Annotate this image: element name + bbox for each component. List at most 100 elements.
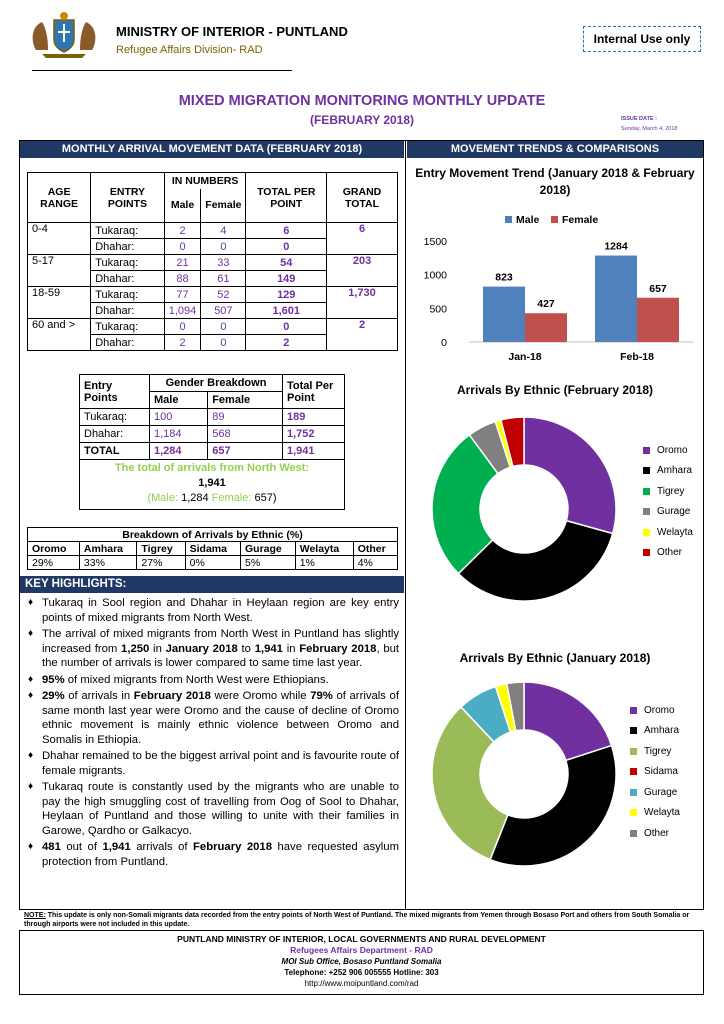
legend-label: Gurage — [657, 506, 691, 518]
key-highlights-list: Tukaraq in Sool region and Dhahar in Hey… — [28, 596, 399, 871]
legend-item: Other — [643, 543, 693, 564]
ethnic-header: Amhara — [78, 541, 138, 556]
total-cell: 189 — [282, 408, 345, 426]
male-cell: 1,184 — [148, 425, 209, 443]
ethnic-jan-legend: Oromo Amhara Tigrey Sidama Gurage Welayta Othe… — [630, 700, 680, 844]
male-cell: 77 — [163, 286, 202, 303]
list-item: The arrival of mixed migrants from North… — [28, 627, 399, 671]
entry-point-cell: Dhahar: — [79, 425, 150, 443]
internal-use-badge: Internal Use only — [583, 26, 701, 52]
header-rule — [32, 70, 292, 71]
legend-label: Welayta — [644, 807, 680, 819]
north-west-total-box: The total of arrivals from North West: 1… — [79, 460, 345, 510]
page-title: MIXED MIGRATION MONITORING MONTHLY UPDAT… — [178, 93, 546, 109]
male-value: 1,284 — [181, 492, 209, 504]
bar — [595, 255, 637, 342]
legend-label: Amhara — [644, 725, 680, 737]
total-cell: 149 — [245, 270, 328, 287]
right-section-heading: MOVEMENT TRENDS & COMPARISONS — [407, 141, 703, 158]
donut-slice — [499, 416, 525, 468]
legend-item: Gurage — [630, 782, 680, 803]
list-item: Dhahar remained to be the biggest arriva… — [28, 749, 399, 778]
legend-swatch — [505, 216, 512, 223]
male-cell: 0 — [163, 238, 202, 255]
key-highlights-heading: KEY HIGHLIGHTS: — [20, 576, 404, 593]
donut-slice — [489, 744, 617, 867]
total-cell: 1,752 — [282, 425, 345, 443]
ethnic-breakdown-table: Breakdown of Arrivals by Ethnic (%) Orom… — [27, 527, 399, 570]
male-cell: 2 — [163, 222, 202, 239]
grand-total-cell: 1,730 — [326, 286, 398, 319]
legend-item: Amhara — [630, 721, 680, 742]
legend-label: Tigrey — [644, 745, 672, 757]
female-cell: 568 — [207, 425, 283, 443]
legend-swatch — [643, 508, 650, 516]
legend-swatch — [643, 446, 650, 454]
entry-point-cell: Tukaraq: — [79, 408, 150, 426]
table-row: Oromo Amhara Tigrey Sidama Gurage Welayt… — [27, 541, 399, 556]
ethnic-value: 4% — [352, 555, 399, 570]
total-cell: 129 — [245, 286, 328, 303]
female-cell: 4 — [200, 222, 247, 239]
ethnic-value: 27% — [136, 555, 186, 570]
total-cell: 1,601 — [245, 302, 328, 319]
puntland-coat-of-arms-logo — [32, 12, 96, 58]
grand-total-cell: 203 — [326, 254, 398, 287]
footer-telephone: Telephone: +252 906 005555 Hotline: 303 — [284, 968, 439, 977]
ethnic-feb-chart-title: Arrivals By Ethnic (February 2018) — [456, 383, 654, 397]
ethnic-header: Sidama — [184, 541, 242, 556]
legend-swatch — [630, 706, 637, 714]
male-cell: 100 — [148, 408, 209, 426]
legend-item: Gurage — [643, 502, 693, 523]
legend-swatch — [643, 467, 650, 475]
entry-trend-bar-chart: Male Female 0 500 1000 1500 823 427 Jan-18 1284 65… — [424, 214, 693, 363]
donut-slice — [457, 519, 614, 602]
entry-point-cell: Dhahar: — [90, 238, 165, 255]
footer-office: MOI Sub Office, Bosaso Puntland Somalia — [281, 957, 442, 966]
issue-date-label: ISSUE DATE : — [621, 116, 657, 122]
male-cell: 21 — [163, 254, 202, 271]
ethnic-jan-chart-title: Arrivals By Ethnic (January 2018) — [459, 651, 651, 665]
col-header-male: Male — [163, 188, 202, 223]
ethnic-header: Welayta — [294, 541, 354, 556]
grand-total-cell: 2 — [326, 318, 398, 351]
female-cell: 0 — [200, 318, 247, 335]
age-cell: 60 and > — [26, 318, 92, 351]
legend-label: Other — [644, 827, 670, 839]
legend-item: Welayta — [643, 522, 693, 543]
male-cell: 2 — [163, 334, 202, 351]
x-tick-label: Jan-18 — [508, 351, 541, 363]
table-row: Dhahar: 88 61 149 — [28, 270, 398, 287]
data-label: 823 — [495, 272, 513, 284]
legend-label: Gurage — [644, 786, 678, 798]
col-header-grand: GRAND TOTAL — [326, 172, 398, 223]
legend-label: Oromo — [657, 444, 688, 456]
legend-swatch — [630, 768, 637, 776]
list-item: 481 out of 1,941 arrivals of February 20… — [28, 840, 399, 869]
col-header-total: Total Per Point — [282, 374, 345, 409]
legend-label: Other — [657, 547, 683, 559]
total-cell: 54 — [245, 254, 328, 271]
y-tick-label: 1000 — [424, 270, 448, 282]
legend-label: Tigrey — [657, 485, 685, 497]
total-cell: 0 — [245, 318, 328, 335]
total-cell: 6 — [245, 222, 328, 239]
ministry-name: MINISTRY OF INTERIOR - PUNTLAND — [116, 24, 348, 39]
legend-label: Female — [562, 214, 598, 226]
bar — [483, 286, 525, 342]
female-cell: 657 — [207, 442, 283, 460]
footer: PUNTLAND MINISTRY OF INTERIOR, LOCAL GOV… — [19, 930, 704, 995]
donut-slice — [523, 416, 617, 535]
ethnic-jan-donut-chart — [431, 681, 617, 867]
age-range-table: AGE RANGE ENTRY POINTS IN NUMBERS TOTAL … — [26, 172, 398, 351]
north-west-split: (Male: 1,284 Female: 657) — [80, 492, 344, 504]
legend-swatch — [551, 216, 558, 223]
female-cell: 52 — [200, 286, 247, 303]
left-section-heading: MONTHLY ARRIVAL MOVEMENT DATA (FEBRUARY … — [20, 141, 404, 158]
footer-ministry: PUNTLAND MINISTRY OF INTERIOR, LOCAL GOV… — [177, 934, 546, 944]
bar — [525, 313, 567, 342]
y-tick-label: 500 — [429, 303, 447, 315]
legend-item: Sidama — [630, 762, 680, 783]
footer-url[interactable]: http://www.moipuntland.com/rad — [304, 979, 419, 988]
table-row: 18-59 Tukaraq: 77 52 129 1,730 — [26, 286, 398, 319]
